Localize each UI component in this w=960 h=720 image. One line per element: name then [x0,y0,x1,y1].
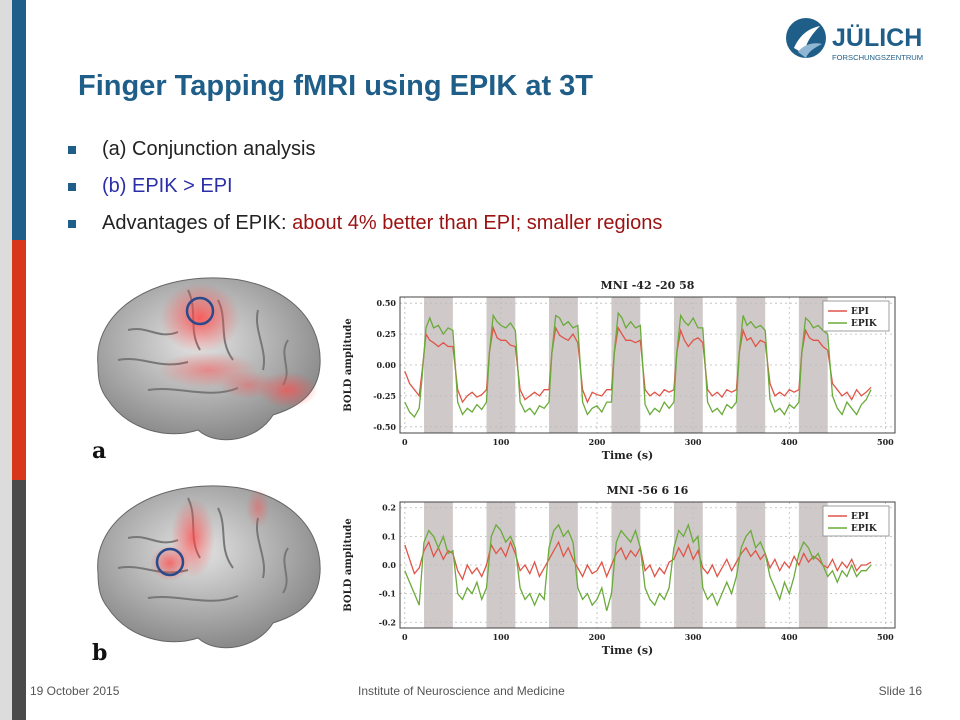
chart-0-y-tick-label: 0.25 [377,329,396,339]
slide-title: Finger Tapping fMRI using EPIK at 3T [78,70,594,102]
chart-0-y-tick-label: 0.50 [377,298,397,308]
chart-1-legend-box [822,505,890,537]
chart-1-y-tick-label: -0.1 [379,589,396,599]
brain-image-b [88,478,333,658]
chart-0-y-tick-label: 0.00 [377,360,397,370]
chart-0-x-tick-label: 500 [877,437,894,447]
chart-1-series-line-epik [404,522,872,611]
chart-1-legend-label: EPI [851,512,869,522]
chart-0-x-tick-label: 300 [685,437,702,447]
bullet-item: (a) Conjunction analysis [68,138,662,175]
bullet-text: (a) Conjunction analysis [102,138,316,160]
chart-1-plot-frame [399,501,896,629]
julich-logo: JÜLICH FORSCHUNGSZENTRUM [784,14,944,68]
chart-0-title: MNI -42 -20 58 [601,279,695,292]
square-bullet-icon [68,220,76,228]
bullet-item: Advantages of EPIK: about 4% better than… [68,212,662,249]
bullet-text: Advantages of EPIK: about 4% better than… [102,212,662,235]
chart-1-stimulus-block [673,502,703,628]
chart-0-y-tick-label: -0.50 [373,422,396,432]
bullet-item: (b) EPIK > EPI [68,175,662,212]
chart-0-series-line-epi [404,325,872,404]
panel-label-b: b [92,640,108,666]
chart-1-y-tick-label: 0.0 [382,560,396,570]
chart-0-plot-frame [399,296,896,434]
footer-institute: Institute of Neuroscience and Medicine [358,684,565,698]
chart-1-x-tick-label: 500 [877,632,894,642]
svg-text:JÜLICH: JÜLICH [832,23,922,52]
footer-date: 19 October 2015 [30,684,120,698]
chart-0-x-tick-label: 400 [781,437,798,447]
chart-1-y-tick-label: -0.2 [379,617,396,627]
bullet-list: (a) Conjunction analysis (b) EPIK > EPI … [68,138,662,249]
chart-0-x-tick-label: 0 [402,437,408,447]
chart-0-legend-box [822,300,890,332]
bold-chart-a: MNI -42 -20 58 0.50 0.25 0.00 -0.25 -0.50 0 100… [343,279,896,462]
chart-1-x-tick-label: 400 [781,632,798,642]
bullet-text: (b) EPIK > EPI [102,175,233,197]
bold-chart-b: MNI -56 6 16 0.2 0.1 0.0 -0.1 -0.2 0 100 200 300 4… [343,484,896,657]
chart-1-x-tick-label: 300 [685,632,702,642]
chart-1-stimulus-block [424,502,453,628]
chart-1-y-tick-label: 0.1 [382,531,396,541]
chart-0-legend-label: EPIK [851,319,878,329]
brain-image-a [88,270,333,450]
chart-1-y-axis-label: BOLD amplitude [343,518,354,611]
chart-0-stimulus-block [424,297,453,433]
chart-0-x-tick-label: 200 [589,437,606,447]
chart-1-x-axis-label: Time (s) [602,644,653,657]
chart-0-series-line-epik [404,311,872,418]
chart-1-title: MNI -56 6 16 [607,484,689,497]
panel-label-a: a [92,438,107,464]
chart-1-series-line-epi [404,540,872,581]
chart-0-y-tick-label: -0.25 [373,391,396,401]
svg-text:FORSCHUNGSZENTRUM: FORSCHUNGSZENTRUM [832,53,923,62]
footer-slide-number: Slide 16 [878,684,922,698]
accent-stripe [0,0,12,720]
chart-1-x-tick-label: 200 [589,632,606,642]
bullet-text-lead: Advantages of EPIK: [102,212,293,234]
square-bullet-icon [68,146,76,154]
chart-0-stimulus-block [548,297,578,433]
chart-1-x-tick-label: 0 [402,632,408,642]
chart-1-y-tick-label: 0.2 [382,503,396,513]
chart-0-x-axis-label: Time (s) [602,449,653,462]
left-accent-bar [0,0,26,720]
square-bullet-icon [68,183,76,191]
chart-0-legend-label: EPI [851,307,869,317]
chart-0-x-tick-label: 100 [493,437,510,447]
chart-1-stimulus-block [548,502,578,628]
chart-1-x-tick-label: 100 [493,632,510,642]
bullet-text-highlight: about 4% better than EPI; smaller region… [292,212,663,234]
chart-0-stimulus-block [673,297,703,433]
chart-1-legend-label: EPIK [851,524,878,534]
chart-0-y-axis-label: BOLD amplitude [343,318,354,411]
